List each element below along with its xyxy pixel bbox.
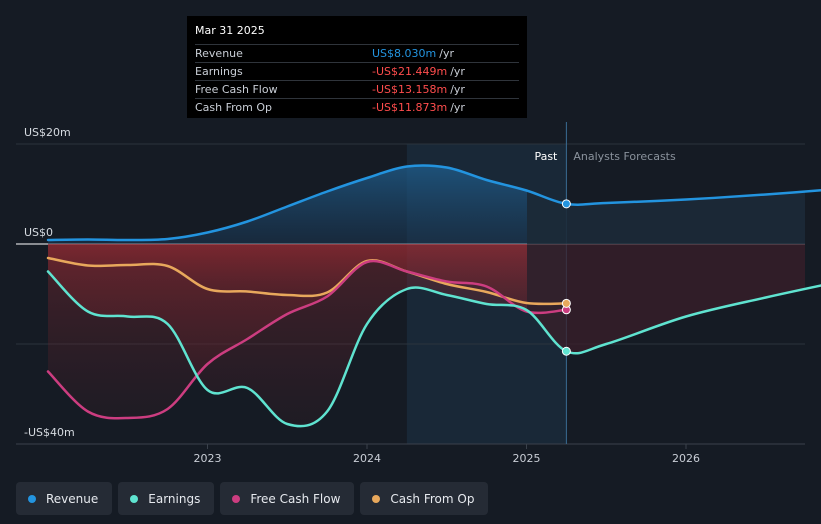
tooltip-unit: /yr — [439, 47, 454, 60]
x-tick-label: 2023 — [194, 452, 222, 465]
tooltip-row-cash-from-op: Cash From Op -US$11.873m/yr — [195, 98, 519, 116]
free-cash-flow-line — [46, 259, 568, 420]
area-fills — [48, 165, 805, 427]
y-tick-label: -US$40m — [24, 426, 75, 439]
forecast-label: Analysts Forecasts — [573, 150, 676, 163]
y-tick-label: US$0 — [24, 226, 53, 239]
tooltip-row-free-cash-flow: Free Cash Flow -US$13.158m/yr — [195, 80, 519, 98]
past-label: Past — [534, 150, 558, 163]
earnings-forecast-area — [527, 244, 805, 354]
revenue-line — [46, 164, 821, 242]
cash-from-op-marker — [561, 298, 571, 308]
y-tick-label: US$20m — [24, 126, 71, 139]
legend-dot-icon — [232, 494, 241, 503]
cash-from-op-line — [46, 256, 568, 306]
revenue-marker — [561, 199, 571, 209]
free-cash-flow-area — [48, 244, 527, 419]
legend-label: Free Cash Flow — [250, 491, 341, 506]
series-lines — [46, 164, 821, 428]
cash-from-op-area — [48, 244, 527, 304]
tooltip-label: Revenue — [195, 47, 243, 60]
series-markers — [561, 199, 571, 356]
tooltip-row-earnings: Earnings -US$21.449m/yr — [195, 62, 519, 80]
revenue-area — [48, 165, 527, 244]
legend-label: Revenue — [46, 491, 99, 506]
tooltip: Mar 31 2025 Revenue US$8.030m/yr Earning… — [187, 16, 527, 118]
tooltip-label: Earnings — [195, 65, 243, 78]
legend-item-free-cash-flow[interactable]: Free Cash Flow — [220, 482, 355, 515]
legend-label: Earnings — [148, 491, 201, 506]
earnings-line — [46, 270, 821, 428]
legend-label: Cash From Op — [390, 491, 475, 506]
axis-labels: US$20m US$0 -US$40m 2023 2024 2025 2026 Past Ana… — [24, 126, 700, 465]
tooltip-value: -US$13.158m — [372, 83, 448, 96]
tooltip-date: Mar 31 2025 — [195, 24, 265, 37]
legend-dot-icon — [130, 494, 139, 503]
legend-item-earnings[interactable]: Earnings — [118, 482, 215, 515]
tooltip-value: US$8.030m — [372, 47, 437, 60]
tooltip-unit: /yr — [450, 83, 465, 96]
x-tick-label: 2024 — [353, 452, 381, 465]
legend-dot-icon — [28, 494, 36, 503]
tooltip-unit: /yr — [450, 101, 465, 114]
x-tick-label: 2026 — [672, 452, 700, 465]
earnings-marker — [561, 346, 571, 356]
tooltip-label: Cash From Op — [195, 101, 273, 114]
tooltip-label: Free Cash Flow — [195, 83, 278, 96]
legend-item-revenue[interactable]: Revenue — [16, 482, 113, 515]
tooltip-row-revenue: Revenue US$8.030m/yr — [195, 44, 519, 62]
x-tick-label: 2025 — [513, 452, 541, 465]
legend-dot-icon — [372, 494, 381, 503]
legend-item-cash-from-op[interactable]: Cash From Op — [360, 482, 489, 515]
legend: Revenue Earnings Free Cash Flow Cash Fro… — [16, 482, 489, 515]
tooltip-unit: /yr — [450, 65, 465, 78]
tooltip-value: -US$21.449m — [372, 65, 448, 78]
tooltip-value: -US$11.873m — [372, 101, 448, 114]
